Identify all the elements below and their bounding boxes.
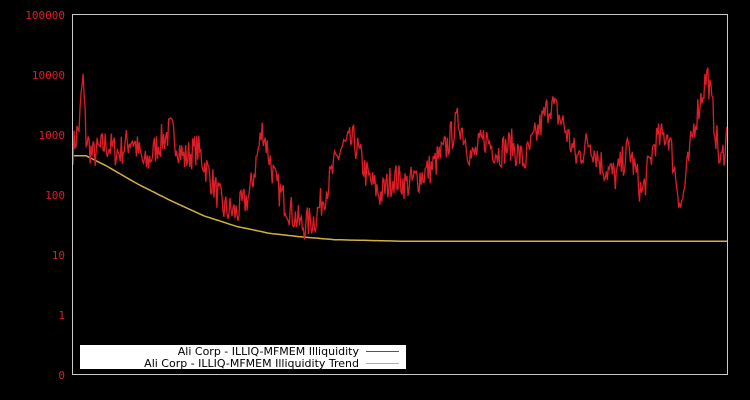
plot-area [72, 67, 728, 242]
y-tick-label: 1 [58, 309, 65, 322]
trend-line [73, 155, 727, 242]
y-tick-label: 10 [52, 249, 65, 262]
y-tick-label: 100 [45, 189, 65, 202]
legend-label-series: Ali Corp - ILLIQ-MFMEM Illiquidity [178, 345, 360, 358]
illiquidity-line [72, 67, 728, 240]
legend: Ali Corp - ILLIQ-MFMEM Illiquidity Ali C… [80, 345, 406, 370]
y-tick-label: 1000 [39, 129, 66, 142]
y-tick-label: 0 [58, 369, 65, 382]
legend-box [80, 345, 406, 369]
plot-frame [72, 14, 728, 375]
y-tick-label: 10000 [32, 69, 65, 82]
legend-label-trend: Ali Corp - ILLIQ-MFMEM Illiquidity Trend [144, 357, 359, 370]
y-tick-label: 100000 [25, 9, 65, 22]
